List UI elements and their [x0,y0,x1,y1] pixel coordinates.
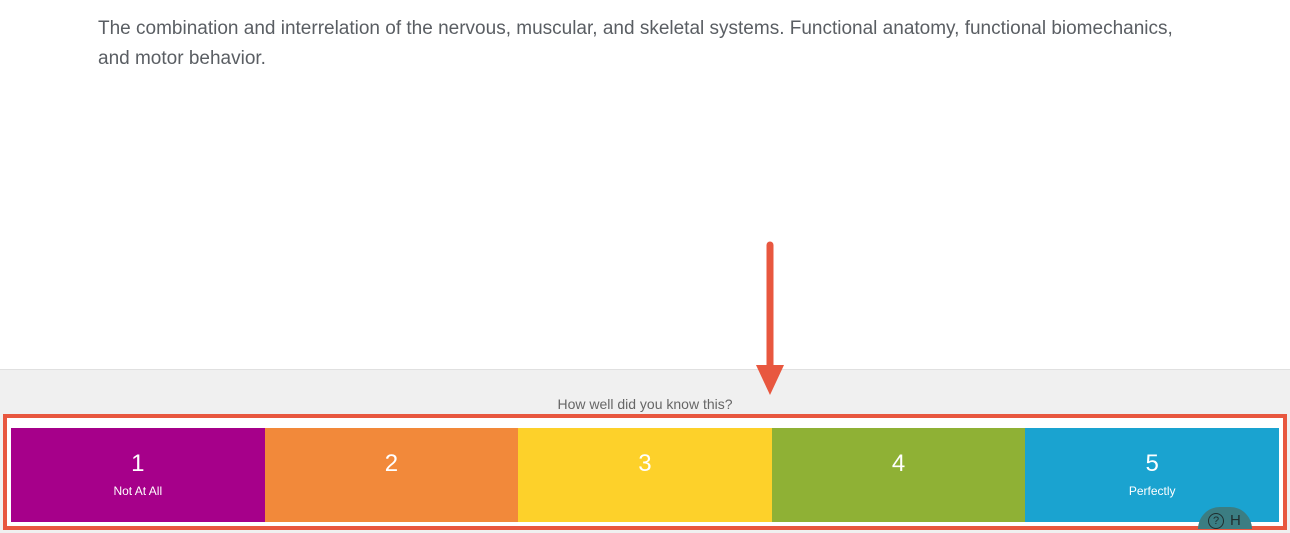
flashcard-answer-text: The combination and interrelation of the… [98,14,1192,75]
help-text: H [1230,512,1241,529]
rating-label: Perfectly [1129,484,1176,498]
rating-button-2[interactable]: 2 [265,428,519,522]
rating-number: 3 [638,452,651,476]
rating-button-3[interactable]: 3 [518,428,772,522]
rating-button-5[interactable]: 5 Perfectly [1025,428,1279,522]
rating-prompt-row: How well did you know this? [0,370,1290,414]
rating-number: 2 [385,452,398,476]
rating-highlight-box: 1 Not At All 2 3 4 5 Perfectly [3,414,1287,530]
rating-button-1[interactable]: 1 Not At All [11,428,265,522]
rating-prompt-text: How well did you know this? [557,396,732,412]
rating-number: 1 [131,452,144,476]
help-icon: ? [1208,513,1224,529]
flashcard-answer-area: The combination and interrelation of the… [0,0,1290,370]
rating-number: 5 [1145,452,1158,476]
rating-bar: 1 Not At All 2 3 4 5 Perfectly [11,428,1279,522]
rating-button-4[interactable]: 4 [772,428,1026,522]
rating-number: 4 [892,452,905,476]
rating-label: Not At All [113,484,162,498]
